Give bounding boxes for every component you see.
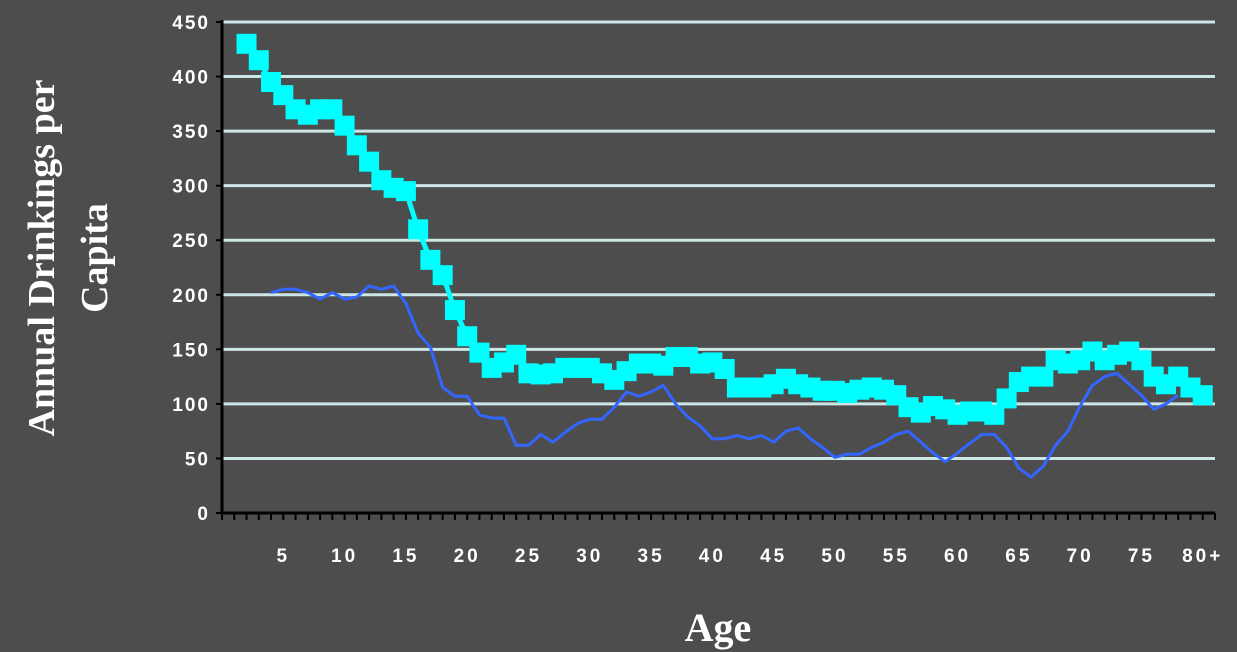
series-1-point bbox=[322, 99, 343, 120]
y-axis-label-line-1: Annual Drinkings per bbox=[21, 79, 63, 436]
y-tick-label-350: 350 bbox=[172, 122, 210, 143]
y-axis-label-line-2: Capita bbox=[74, 203, 116, 313]
series-1-point bbox=[457, 326, 478, 347]
x-tick-label-35: 35 bbox=[638, 546, 665, 567]
data-series bbox=[236, 33, 1213, 479]
y-tick-label-300: 300 bbox=[172, 177, 210, 198]
gridlines bbox=[222, 20, 1215, 460]
x-tick-label-15: 15 bbox=[392, 546, 419, 567]
y-axis-tick-labels: 0 50 100 150 200 250 300 350 400 450 bbox=[172, 13, 210, 525]
x-tick-label-10: 10 bbox=[331, 546, 358, 567]
series-1-point bbox=[506, 344, 527, 365]
series-1-point bbox=[714, 358, 735, 379]
y-tick-label-150: 150 bbox=[172, 340, 210, 361]
x-axis-tick-labels: 5 10 15 20 25 30 35 40 45 50 55 60 65 70 75 80+ bbox=[277, 546, 1223, 567]
series-1-point bbox=[346, 135, 367, 156]
series-1-point bbox=[1033, 366, 1054, 387]
x-tick-label-60: 60 bbox=[944, 546, 971, 567]
y-tick-label-400: 400 bbox=[172, 68, 210, 89]
series-1-point bbox=[236, 33, 257, 54]
y-tick-label-450: 450 bbox=[172, 13, 210, 34]
x-tick-label-25: 25 bbox=[515, 546, 542, 567]
x-tick-label-20: 20 bbox=[454, 546, 481, 567]
x-tick-label-80+: 80+ bbox=[1182, 546, 1223, 567]
x-tick-label-65: 65 bbox=[1005, 546, 1032, 567]
x-tick-label-5: 5 bbox=[277, 546, 291, 567]
x-tick-label-75: 75 bbox=[1128, 546, 1155, 567]
series-1-point bbox=[359, 151, 380, 172]
series-1-point bbox=[1131, 350, 1152, 371]
y-tick-label-100: 100 bbox=[172, 395, 210, 416]
x-axis-label: Age bbox=[685, 605, 752, 650]
x-tick-label-30: 30 bbox=[576, 546, 603, 567]
x-tick-label-40: 40 bbox=[699, 546, 726, 567]
series-1-point bbox=[996, 388, 1017, 409]
series-1-point bbox=[1192, 385, 1213, 406]
x-tick-label-45: 45 bbox=[760, 546, 787, 567]
series-1-point bbox=[984, 404, 1005, 425]
x-tick-label-50: 50 bbox=[821, 546, 848, 567]
series-1-point bbox=[469, 342, 490, 363]
y-tick-label-200: 200 bbox=[172, 286, 210, 307]
series-2-line bbox=[270, 284, 1180, 479]
x-tick-label-55: 55 bbox=[883, 546, 910, 567]
series-1-point bbox=[420, 249, 441, 270]
series-1-point bbox=[248, 50, 269, 71]
y-tick-label-50: 50 bbox=[185, 449, 210, 470]
series-1-point bbox=[334, 115, 355, 136]
y-tick-label-250: 250 bbox=[172, 231, 210, 252]
y-tick-label-0: 0 bbox=[197, 504, 210, 525]
series-1-point bbox=[444, 300, 465, 321]
series-1-point bbox=[432, 265, 453, 286]
axes bbox=[216, 20, 1216, 520]
series-1-point bbox=[395, 181, 416, 202]
series-1-point bbox=[408, 219, 429, 240]
x-tick-label-70: 70 bbox=[1067, 546, 1094, 567]
